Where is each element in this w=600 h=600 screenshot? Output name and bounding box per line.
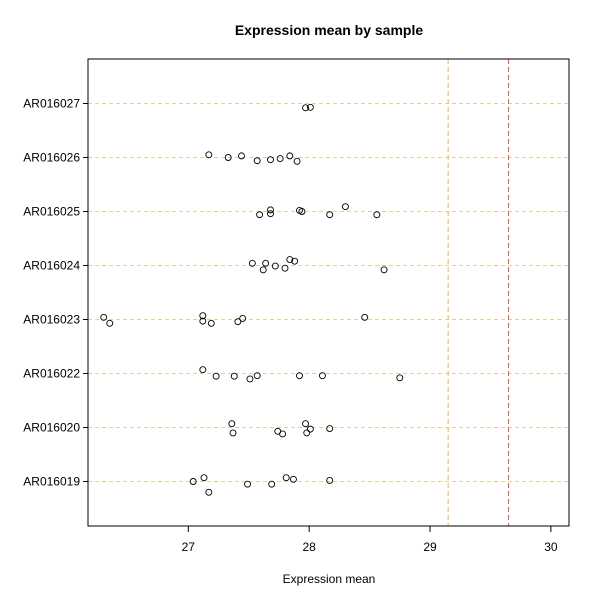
point-AR016024-1 (248, 259, 256, 267)
point-AR016027-2 (306, 103, 314, 111)
point-AR016020-5 (302, 420, 309, 428)
point-AR016025-6 (326, 211, 334, 219)
point-AR016019-2 (200, 474, 208, 482)
point-AR016024-3 (262, 259, 270, 267)
point-AR016024-6 (286, 256, 294, 264)
point-AR016022-6 (296, 372, 303, 380)
point-AR016022-4 (246, 375, 254, 383)
point-AR016025-3 (267, 210, 274, 218)
x-tick-label-27: 27 (182, 540, 196, 554)
y-tick-label-AR016025: AR016025 (23, 205, 80, 219)
y-tick-label-AR016023: AR016023 (23, 313, 80, 327)
y-tick-label-AR016027: AR016027 (23, 97, 80, 111)
point-AR016019-7 (290, 475, 297, 483)
point-AR016024-2 (259, 266, 267, 274)
point-AR016023-3 (199, 312, 207, 320)
point-AR016020-6 (303, 429, 311, 437)
point-AR016026-3 (238, 152, 245, 160)
point-AR016024-4 (271, 262, 279, 270)
y-tick-label-AR016024: AR016024 (23, 259, 80, 273)
point-AR016023-8 (361, 313, 369, 321)
point-AR016022-8 (396, 374, 404, 382)
x-tick-label-30: 30 (544, 540, 558, 554)
point-AR016020-8 (326, 425, 334, 433)
point-AR016022-2 (212, 372, 220, 380)
point-AR016024-8 (380, 266, 388, 274)
y-tick-label-AR016020: AR016020 (23, 421, 80, 435)
point-AR016020-2 (229, 429, 237, 437)
point-AR016022-7 (319, 372, 326, 380)
point-AR016026-2 (224, 154, 232, 161)
point-AR016024-7 (291, 257, 299, 265)
x-tick-label-28: 28 (302, 540, 316, 554)
y-tick-label-AR016026: AR016026 (23, 151, 80, 165)
grid-lines (88, 103, 569, 482)
point-AR016022-3 (230, 372, 238, 380)
point-AR016026-4 (253, 157, 261, 165)
point-AR016023-4 (199, 317, 207, 325)
point-AR016019-6 (282, 474, 290, 482)
point-AR016023-5 (207, 319, 215, 327)
point-AR016019-3 (205, 488, 213, 496)
point-AR016019-4 (244, 480, 251, 488)
point-AR016024-5 (281, 264, 289, 272)
point-AR016020-1 (228, 420, 236, 428)
point-AR016020-7 (306, 425, 314, 433)
point-AR016025-7 (341, 203, 349, 211)
chart-title: Expression mean by sample (235, 22, 424, 38)
point-AR016025-2 (267, 206, 274, 214)
y-tick-label-AR016022: AR016022 (23, 367, 80, 381)
x-axis-label: Expression mean (283, 572, 376, 586)
point-AR016023-7 (239, 314, 247, 322)
point-AR016026-8 (293, 157, 301, 165)
point-AR016022-1 (199, 366, 207, 374)
point-AR016023-2 (106, 319, 114, 327)
point-AR016023-6 (234, 318, 242, 326)
plot-frame (87, 58, 570, 527)
point-AR016027-1 (302, 104, 309, 112)
point-AR016026-6 (276, 155, 284, 163)
x-tick-label-29: 29 (423, 540, 437, 554)
point-AR016025-1 (256, 211, 264, 219)
point-AR016025-8 (373, 211, 381, 219)
point-AR016026-5 (267, 156, 274, 164)
x-axis: 27 28 29 30 (182, 526, 558, 554)
point-AR016019-1 (189, 478, 197, 485)
point-AR016019-8 (326, 476, 334, 484)
point-AR016022-5 (253, 372, 261, 380)
reference-lines (447, 59, 510, 526)
point-AR016020-4 (279, 430, 287, 438)
point-AR016019-5 (268, 480, 276, 488)
y-axis: AR016019 AR016020 AR016022 AR016023 AR016024… (23, 97, 88, 489)
point-AR016025-5 (298, 208, 306, 215)
y-tick-label-AR016019: AR016019 (23, 475, 80, 489)
point-AR016023-1 (100, 313, 108, 321)
point-AR016026-1 (205, 151, 213, 159)
point-AR016026-7 (286, 152, 294, 160)
data-points (100, 103, 404, 496)
